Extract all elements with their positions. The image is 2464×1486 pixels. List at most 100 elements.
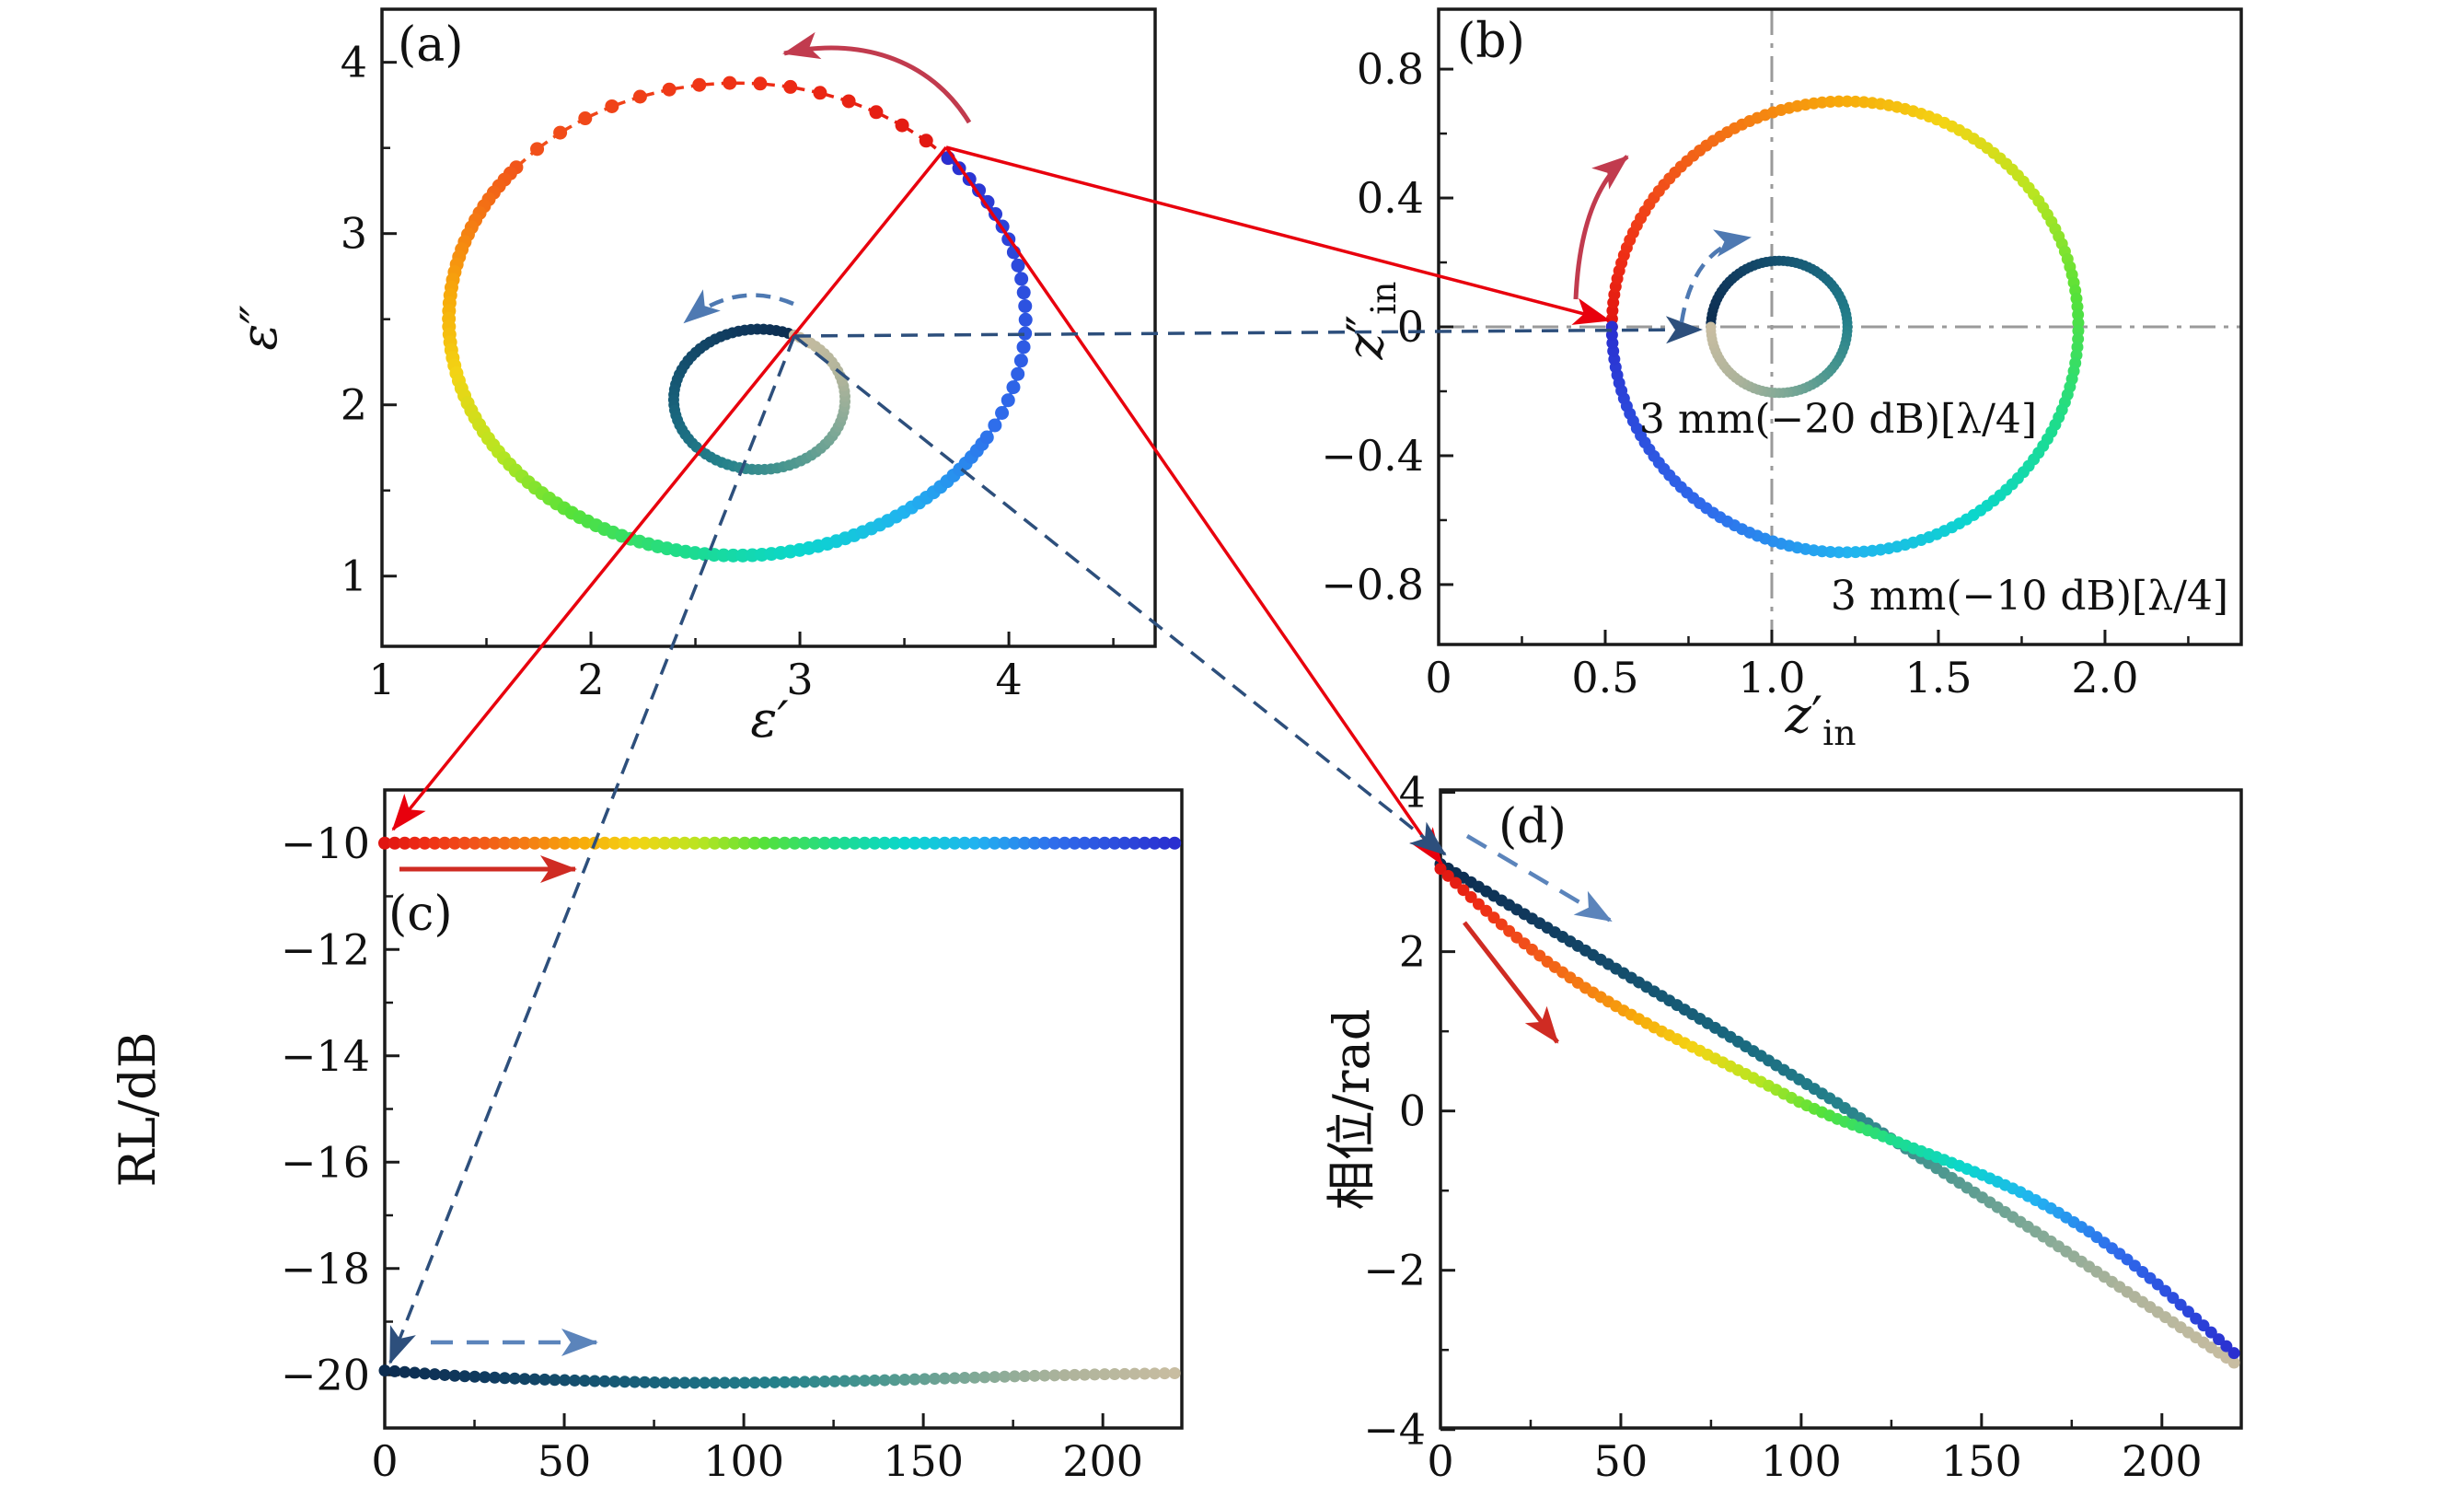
data-point bbox=[1108, 836, 1122, 850]
data-point bbox=[479, 1371, 492, 1384]
x-tick-label: 200 bbox=[1062, 1436, 1143, 1486]
data-point bbox=[723, 75, 737, 90]
data-point bbox=[813, 86, 827, 100]
data-point bbox=[849, 1375, 862, 1387]
data-point bbox=[2167, 1292, 2180, 1305]
data-point bbox=[908, 1373, 921, 1386]
annotation: 3 mm(−10 dB)[λ/4] bbox=[1831, 573, 2228, 620]
link-small-to-b bbox=[793, 316, 1703, 344]
data-point bbox=[678, 1376, 691, 1389]
data-point bbox=[2190, 1312, 2203, 1325]
data-point bbox=[478, 836, 492, 850]
data-point bbox=[538, 836, 551, 850]
y-tick-label: −12 bbox=[281, 924, 370, 974]
data-point bbox=[1849, 546, 1862, 559]
data-point bbox=[588, 1375, 601, 1387]
data-point bbox=[618, 836, 631, 850]
data-point bbox=[869, 105, 884, 120]
data-point bbox=[783, 79, 798, 94]
data-point bbox=[1457, 884, 1470, 897]
data-point bbox=[928, 836, 942, 850]
data-point bbox=[888, 836, 902, 850]
data-point bbox=[457, 836, 471, 850]
y-tick-label: 0 bbox=[1397, 302, 1424, 352]
data-point bbox=[979, 430, 994, 445]
data-point bbox=[530, 142, 545, 157]
data-point bbox=[967, 836, 981, 850]
data-point bbox=[918, 836, 931, 850]
data-point bbox=[1088, 1368, 1101, 1381]
data-point bbox=[958, 836, 972, 850]
data-point bbox=[608, 1376, 621, 1388]
data-point bbox=[868, 836, 882, 850]
panel-d-frame bbox=[1439, 788, 2243, 1430]
data-point bbox=[2197, 1319, 2210, 1332]
data-point bbox=[998, 836, 1012, 850]
data-point bbox=[2220, 1340, 2233, 1352]
data-point bbox=[498, 836, 512, 850]
y-tick-label: 4 bbox=[341, 38, 367, 87]
x-tick-label: 0 bbox=[1427, 1436, 1453, 1486]
link-junction-to-b bbox=[945, 145, 1611, 325]
data-point bbox=[817, 836, 831, 850]
data-point bbox=[778, 836, 792, 850]
x-axis-label: z′in bbox=[1784, 686, 1856, 753]
data-point bbox=[629, 1376, 642, 1388]
panel-label: (d) bbox=[1498, 799, 1567, 854]
y-tick-label: 0.4 bbox=[1357, 173, 1424, 223]
data-point bbox=[1016, 340, 1031, 354]
data-point bbox=[2181, 1306, 2194, 1318]
data-point bbox=[448, 836, 462, 850]
data-point bbox=[677, 836, 691, 850]
data-point bbox=[605, 99, 619, 113]
data-point bbox=[388, 836, 401, 850]
data-point bbox=[428, 1368, 441, 1381]
data-point bbox=[1018, 312, 1033, 327]
data-point bbox=[578, 1375, 591, 1387]
y-tick-label: −20 bbox=[281, 1350, 370, 1399]
data-point bbox=[518, 836, 532, 850]
data-point bbox=[1078, 836, 1092, 850]
data-point bbox=[1069, 1368, 1082, 1381]
data-point bbox=[468, 836, 481, 850]
data-point bbox=[438, 836, 452, 850]
link-junction-to-c bbox=[391, 145, 948, 831]
data-point bbox=[688, 836, 701, 850]
data-point bbox=[999, 1370, 1012, 1383]
data-point bbox=[839, 1375, 851, 1387]
data-point bbox=[648, 836, 662, 850]
x-tick-label: 200 bbox=[2122, 1436, 2203, 1486]
panel-label: (b) bbox=[1457, 14, 1525, 69]
data-point bbox=[597, 836, 611, 850]
data-point bbox=[841, 94, 856, 109]
data-point bbox=[527, 836, 541, 850]
data-point bbox=[528, 1373, 541, 1386]
data-point bbox=[788, 836, 802, 850]
data-point bbox=[1001, 393, 1015, 408]
panel-c: 0 50 100 150 200 −10 −12 −14 −16 −18 −20 (c) RL/dB bbox=[109, 788, 1184, 1486]
data-point bbox=[1068, 836, 1082, 850]
panel-c-frame bbox=[383, 788, 1184, 1430]
x-tick-label: 50 bbox=[538, 1436, 592, 1486]
data-point bbox=[2174, 1298, 2187, 1311]
data-point bbox=[508, 1372, 521, 1385]
data-point bbox=[548, 836, 561, 850]
data-point bbox=[1078, 1368, 1091, 1381]
data-point bbox=[409, 1366, 422, 1379]
data-point bbox=[858, 1375, 871, 1387]
link-small-to-c bbox=[388, 335, 796, 1364]
x-tick-label: 1 bbox=[368, 655, 395, 704]
x-tick-label: 100 bbox=[1761, 1436, 1842, 1486]
data-point bbox=[708, 1376, 721, 1389]
data-point bbox=[808, 836, 822, 850]
data-point bbox=[1128, 836, 1141, 850]
data-point bbox=[1018, 1370, 1031, 1383]
data-point bbox=[989, 1371, 1001, 1384]
data-point bbox=[1841, 546, 1854, 559]
x-tick-label: 150 bbox=[883, 1436, 964, 1486]
data-point bbox=[578, 111, 593, 126]
data-point bbox=[1048, 1369, 1061, 1382]
x-tick-label: 0 bbox=[1425, 653, 1452, 702]
